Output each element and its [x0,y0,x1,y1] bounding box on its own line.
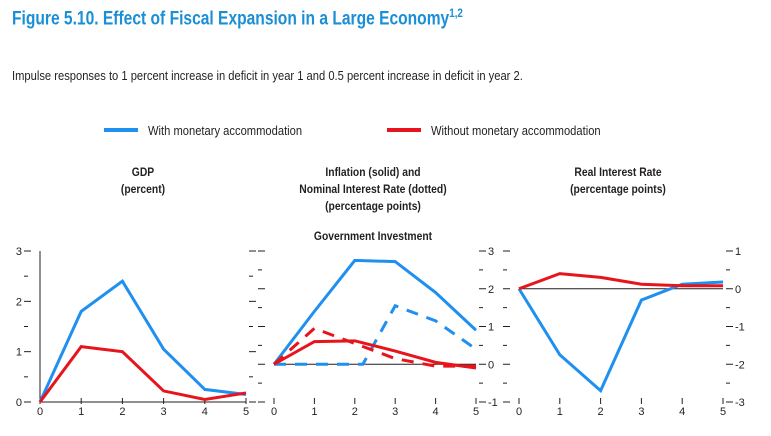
x-tick-label: 1 [311,406,317,418]
panel-title-real-interest-rate: Real Interest Rate (percentage points) [570,165,666,196]
x-tick-label: 5 [473,406,479,418]
legend-swatch-blue [104,128,138,132]
x-tick-label: 0 [37,406,43,418]
panel-title-gdp: GDP (percent) [120,165,166,196]
series-line-without-accommodation [273,339,477,370]
y-tick-label: 2 [488,284,494,296]
series-line-with-accommodation [38,279,247,403]
series-line-with-accommodation [272,258,478,366]
x-tick-label: 3 [638,406,644,418]
x-tick-label: 5 [720,406,726,418]
y-tick-label: 0 [488,359,494,371]
legend-item-without-accommodation: Without monetary accommodation [387,122,628,138]
series-line-without-accommodation [38,345,247,403]
x-tick-label: 4 [202,406,208,418]
legend-label: Without monetary accommodation [431,122,601,138]
x-tick-label: 0 [516,406,522,418]
panel-heading-government-investment: Government Investment [313,229,433,243]
series-line-with-accommodation-dashed [274,303,477,366]
x-tick-label: 0 [271,406,277,418]
x-tick-label: 2 [119,406,125,418]
series-line-with-accommodation [517,280,724,394]
y-tick-label: 1 [16,347,22,359]
y-tick-label: -3 [735,397,745,409]
x-tick-label: 2 [352,406,358,418]
panel-title-inflation: Inflation (solid) and Nominal Interest Ra… [299,165,447,213]
x-tick-label: 3 [161,406,167,418]
figure-subtitle: Impulse responses to 1 percent increase … [12,68,523,83]
figure-title: Figure 5.10. Effect of Fiscal Expansion … [12,6,463,30]
x-tick-label: 5 [243,406,249,418]
title-footnote: 1,2 [449,6,463,20]
y-tick-label: 2 [16,296,22,308]
y-tick-label: -2 [735,359,745,371]
x-tick-label: 1 [78,406,84,418]
x-tick-label: 1 [557,406,563,418]
y-tick-label: 0 [735,284,741,296]
y-tick-label: 0 [16,397,22,409]
legend-label: With monetary accommodation [148,122,303,138]
series-line-without-accommodation [518,272,723,291]
y-tick-label: 3 [16,246,22,258]
y-tick-label: -1 [488,397,498,409]
y-tick-label: -1 [735,322,745,334]
legend-swatch-red [387,128,421,132]
x-tick-label: 2 [598,406,604,418]
x-tick-label: 4 [433,406,439,418]
y-tick-label: 1 [488,322,494,334]
y-tick-label: 3 [488,246,494,258]
legend-item-with-accommodation: With monetary accommodation [104,122,327,138]
x-tick-label: 3 [392,406,398,418]
y-tick-label: 1 [735,246,741,258]
x-tick-label: 4 [679,406,685,418]
series-line-without-accommodation-dashed [273,326,476,368]
